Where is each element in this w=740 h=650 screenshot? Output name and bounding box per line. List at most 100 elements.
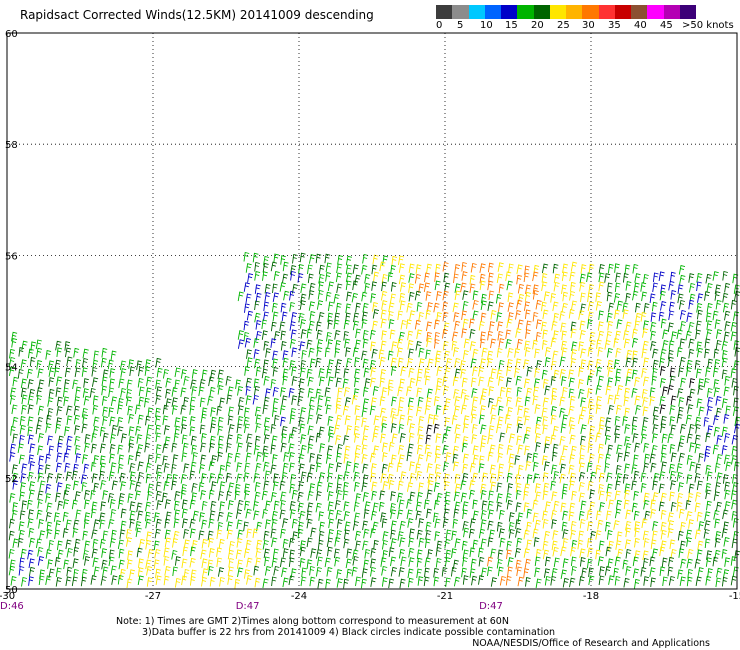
wind-barb xyxy=(506,377,512,387)
wind-barb xyxy=(54,557,61,567)
wind-barb xyxy=(174,425,181,436)
wind-barb xyxy=(243,251,250,262)
wind-barb xyxy=(27,395,34,406)
wind-barb xyxy=(480,538,487,549)
wind-barb xyxy=(288,452,295,462)
wind-barb xyxy=(92,557,99,567)
wind-barb xyxy=(480,509,487,520)
wind-barb xyxy=(300,329,307,339)
wind-barb xyxy=(661,557,668,568)
wind-barb xyxy=(244,483,251,493)
wind-barb xyxy=(731,499,738,510)
wind-barb xyxy=(73,480,79,491)
wind-barb xyxy=(460,388,467,399)
wind-barb xyxy=(560,546,567,557)
wind-barb xyxy=(129,480,136,490)
wind-barb xyxy=(587,414,594,425)
wind-barb xyxy=(381,442,388,452)
wind-barb xyxy=(397,531,404,541)
wind-barb xyxy=(588,369,595,380)
wind-barb xyxy=(623,396,630,407)
wind-barb xyxy=(569,424,576,434)
wind-barb xyxy=(679,338,686,348)
wind-barb xyxy=(616,531,623,541)
wind-barb xyxy=(364,501,371,511)
wind-barb xyxy=(724,282,731,293)
wind-barb xyxy=(678,406,684,417)
wind-barb xyxy=(470,377,477,388)
wind-barb xyxy=(507,312,514,322)
wind-barb xyxy=(390,556,397,567)
wind-barb xyxy=(562,577,569,588)
wind-barb xyxy=(36,509,43,520)
wind-barb xyxy=(604,273,611,283)
wind-barb xyxy=(218,435,224,446)
wind-barb xyxy=(10,576,17,586)
wind-barb xyxy=(263,480,270,490)
wind-barb xyxy=(662,329,669,339)
wind-barb xyxy=(616,548,624,559)
wind-barb xyxy=(597,453,604,464)
wind-barb xyxy=(370,566,377,577)
wind-barb xyxy=(568,369,575,379)
wind-barb xyxy=(570,546,577,557)
wind-barb xyxy=(553,312,560,323)
wind-barb xyxy=(18,454,26,465)
wind-barb xyxy=(210,455,217,465)
wind-barb xyxy=(516,386,523,397)
wind-barb xyxy=(245,508,252,519)
wind-barb xyxy=(362,474,369,484)
wind-barb xyxy=(325,404,332,415)
wind-barb xyxy=(56,376,63,386)
wind-barb xyxy=(652,415,659,425)
wind-barb xyxy=(352,520,360,531)
wind-barb xyxy=(64,462,71,473)
wind-barb xyxy=(318,273,325,284)
wind-barb xyxy=(552,350,559,361)
wind-barb xyxy=(226,521,233,531)
wind-barb xyxy=(734,347,740,357)
wind-barb xyxy=(146,376,153,387)
wind-barb xyxy=(253,445,260,455)
wind-barb xyxy=(47,397,54,407)
wind-barb xyxy=(508,462,515,473)
wind-barb xyxy=(165,511,172,522)
wind-barb xyxy=(723,454,731,465)
wind-barb xyxy=(676,329,683,340)
wind-barb xyxy=(227,549,234,560)
wind-barb xyxy=(155,568,161,579)
wind-barb xyxy=(235,379,242,389)
wind-barb xyxy=(695,463,702,473)
wind-barb xyxy=(327,339,334,349)
wind-barb xyxy=(532,311,539,322)
wind-barb xyxy=(463,338,470,349)
wind-barb xyxy=(543,443,550,453)
wind-barb xyxy=(496,347,503,358)
wind-barb xyxy=(117,444,124,455)
wind-barb xyxy=(335,435,342,445)
wind-barb xyxy=(542,415,549,426)
wind-barb xyxy=(659,366,666,376)
wind-barb xyxy=(660,529,667,540)
wind-barb xyxy=(80,576,87,587)
wind-barb xyxy=(291,518,298,529)
wind-barb xyxy=(291,312,298,322)
wind-barb xyxy=(481,347,488,358)
wind-barb xyxy=(660,452,667,463)
wind-barb xyxy=(271,576,277,587)
wind-barb xyxy=(345,303,352,313)
wind-barb xyxy=(408,557,415,567)
wind-barb xyxy=(454,283,461,293)
wind-barb xyxy=(724,481,731,492)
wind-barb xyxy=(597,346,604,357)
wind-barb xyxy=(317,578,324,589)
wind-barb xyxy=(444,398,451,408)
wind-barb xyxy=(255,462,262,473)
wind-barb xyxy=(344,415,351,425)
wind-barb xyxy=(334,330,341,340)
wind-barb xyxy=(490,414,497,425)
legend-label: 5 xyxy=(457,20,464,31)
wind-barb xyxy=(19,482,27,492)
wind-barb xyxy=(652,406,659,417)
wind-barb xyxy=(650,539,657,549)
